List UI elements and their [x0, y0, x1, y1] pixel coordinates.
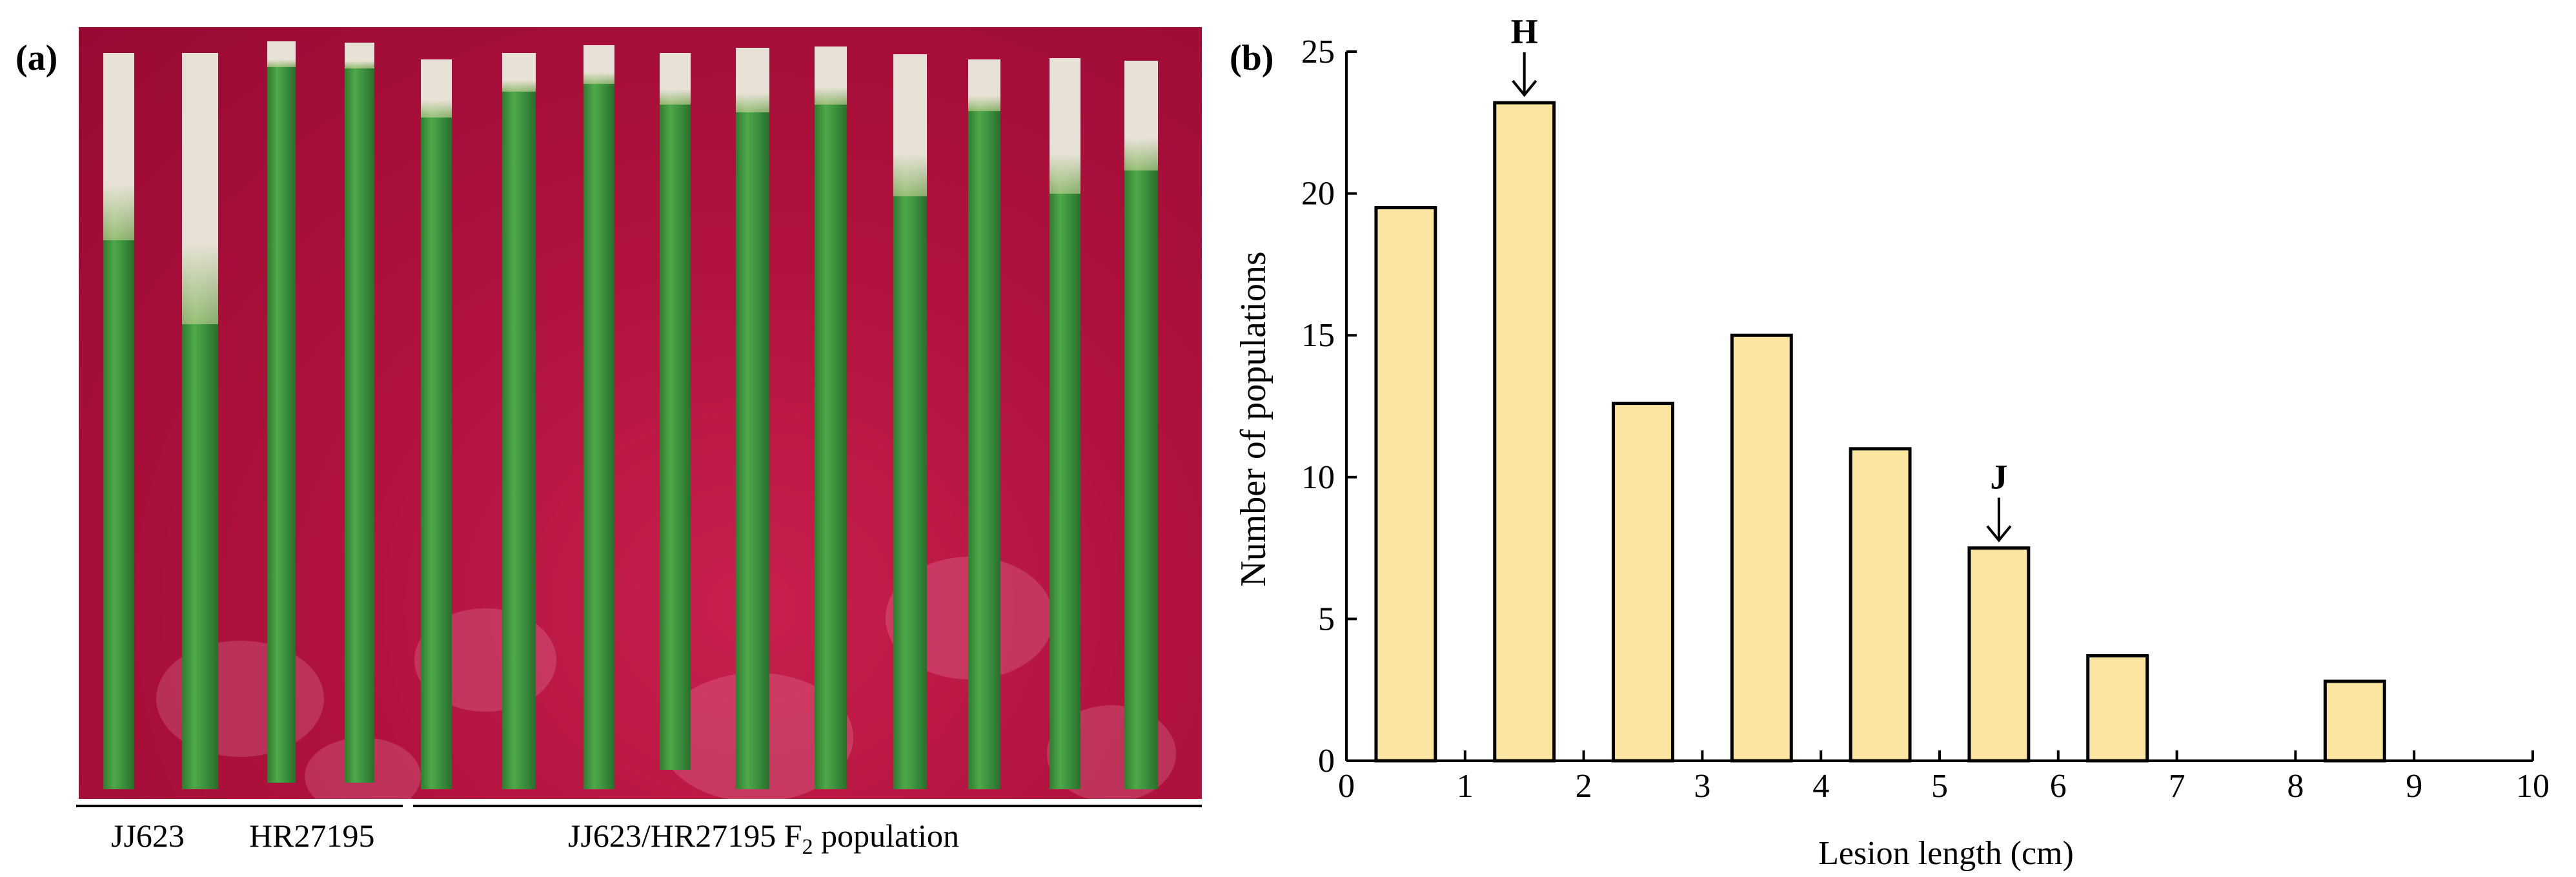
- y-tick-label: 10: [1301, 459, 1335, 496]
- leaf-lesion: [736, 48, 769, 112]
- y-tick-label: 0: [1318, 743, 1335, 779]
- group-label-f2: JJ623/HR27195 F2 population: [568, 817, 959, 860]
- x-tick-label: 4: [1812, 768, 1829, 805]
- bar-7: [2086, 654, 2149, 763]
- leaf-13: [1050, 58, 1080, 789]
- bar-6: [1967, 546, 2031, 763]
- leaf-lesion: [267, 41, 296, 67]
- y-axis-title: Number of populations: [1233, 251, 1273, 586]
- leaf-lesion: [1050, 58, 1080, 194]
- annotation-h-arrow-head: [1512, 79, 1537, 98]
- leaf-8: [660, 53, 691, 770]
- leaf-lesion: [660, 53, 691, 105]
- leaf-blade: [502, 53, 536, 789]
- leaf-1: [103, 53, 134, 789]
- x-axis-title: Lesion length (cm): [1818, 835, 2074, 872]
- leaf-blade: [1124, 61, 1158, 789]
- leaf-10: [815, 46, 847, 789]
- leaf-lesion: [421, 59, 452, 118]
- annotation-j-arrow-head: [1986, 525, 2012, 542]
- group-line-jj623: [76, 805, 243, 807]
- leaf-blade: [267, 41, 296, 783]
- y-tick-label: 5: [1318, 601, 1335, 637]
- x-tick-label: 2: [1576, 768, 1592, 805]
- leaf-photo: [79, 27, 1202, 799]
- leaf-blade: [815, 46, 847, 789]
- bar-5: [1849, 447, 1912, 763]
- leaf-lesion: [345, 43, 374, 68]
- x-tick-label: 9: [2406, 768, 2422, 805]
- panel-b-label: (b): [1230, 38, 1274, 78]
- leaf-3: [267, 41, 296, 783]
- bar-2: [1493, 101, 1556, 763]
- x-tick-label: 8: [2287, 768, 2304, 805]
- leaf-lesion: [893, 54, 927, 196]
- leaf-blade: [583, 45, 614, 789]
- leaf-blade: [736, 48, 769, 789]
- bar-1: [1374, 206, 1437, 763]
- leaf-lesion: [182, 53, 218, 324]
- leaf-12: [968, 59, 1000, 789]
- leaf-11: [893, 54, 927, 789]
- panel-a-label: (a): [15, 38, 58, 78]
- leaf-lesion: [502, 53, 536, 92]
- group-line-hr27195: [240, 805, 403, 807]
- group-line-f2: [413, 805, 1202, 807]
- bar-4: [1730, 333, 1793, 763]
- x-tick-label: 0: [1338, 768, 1355, 805]
- leaf-blade: [421, 59, 452, 789]
- leaf-7: [583, 45, 614, 789]
- bar-3: [1612, 402, 1674, 763]
- y-tick-label: 20: [1301, 176, 1335, 212]
- bar-8: [2323, 679, 2386, 763]
- group-label-f2-subscript: 2: [802, 835, 813, 859]
- annotation-j-label: J: [1990, 458, 2007, 497]
- leaf-lesion: [103, 53, 134, 240]
- x-tick-label: 1: [1457, 768, 1474, 805]
- leaf-lesion: [583, 45, 614, 84]
- leaf-lesion: [1124, 61, 1158, 170]
- leaf-9: [736, 48, 769, 789]
- x-tick-label: 3: [1694, 768, 1710, 805]
- leaf-blade: [968, 59, 1000, 789]
- leaf-14: [1124, 61, 1158, 789]
- y-tick-label: 15: [1301, 317, 1335, 354]
- leaf-blade: [345, 43, 374, 783]
- x-tick-label: 5: [1931, 768, 1948, 805]
- leaf-6: [502, 53, 536, 789]
- annotation-h-label: H: [1511, 12, 1538, 51]
- group-label-f2-main: JJ623/HR27195 F: [568, 818, 802, 854]
- x-tick-label: 10: [2516, 768, 2550, 805]
- leaf-5: [421, 59, 452, 789]
- x-tick-label: 6: [2050, 768, 2067, 805]
- leaf-lesion: [968, 59, 1000, 111]
- photo-glare: [156, 641, 324, 757]
- y-tick-label: 25: [1301, 34, 1335, 70]
- group-label-jj623: JJ623: [111, 818, 185, 854]
- leaf-2: [182, 53, 218, 789]
- group-label-hr27195: HR27195: [249, 818, 375, 854]
- x-tick-label: 7: [2169, 768, 2186, 805]
- leaf-4: [345, 43, 374, 783]
- leaf-lesion: [815, 46, 847, 105]
- leaf-blade: [660, 53, 691, 770]
- group-label-f2-suffix: population: [813, 818, 959, 854]
